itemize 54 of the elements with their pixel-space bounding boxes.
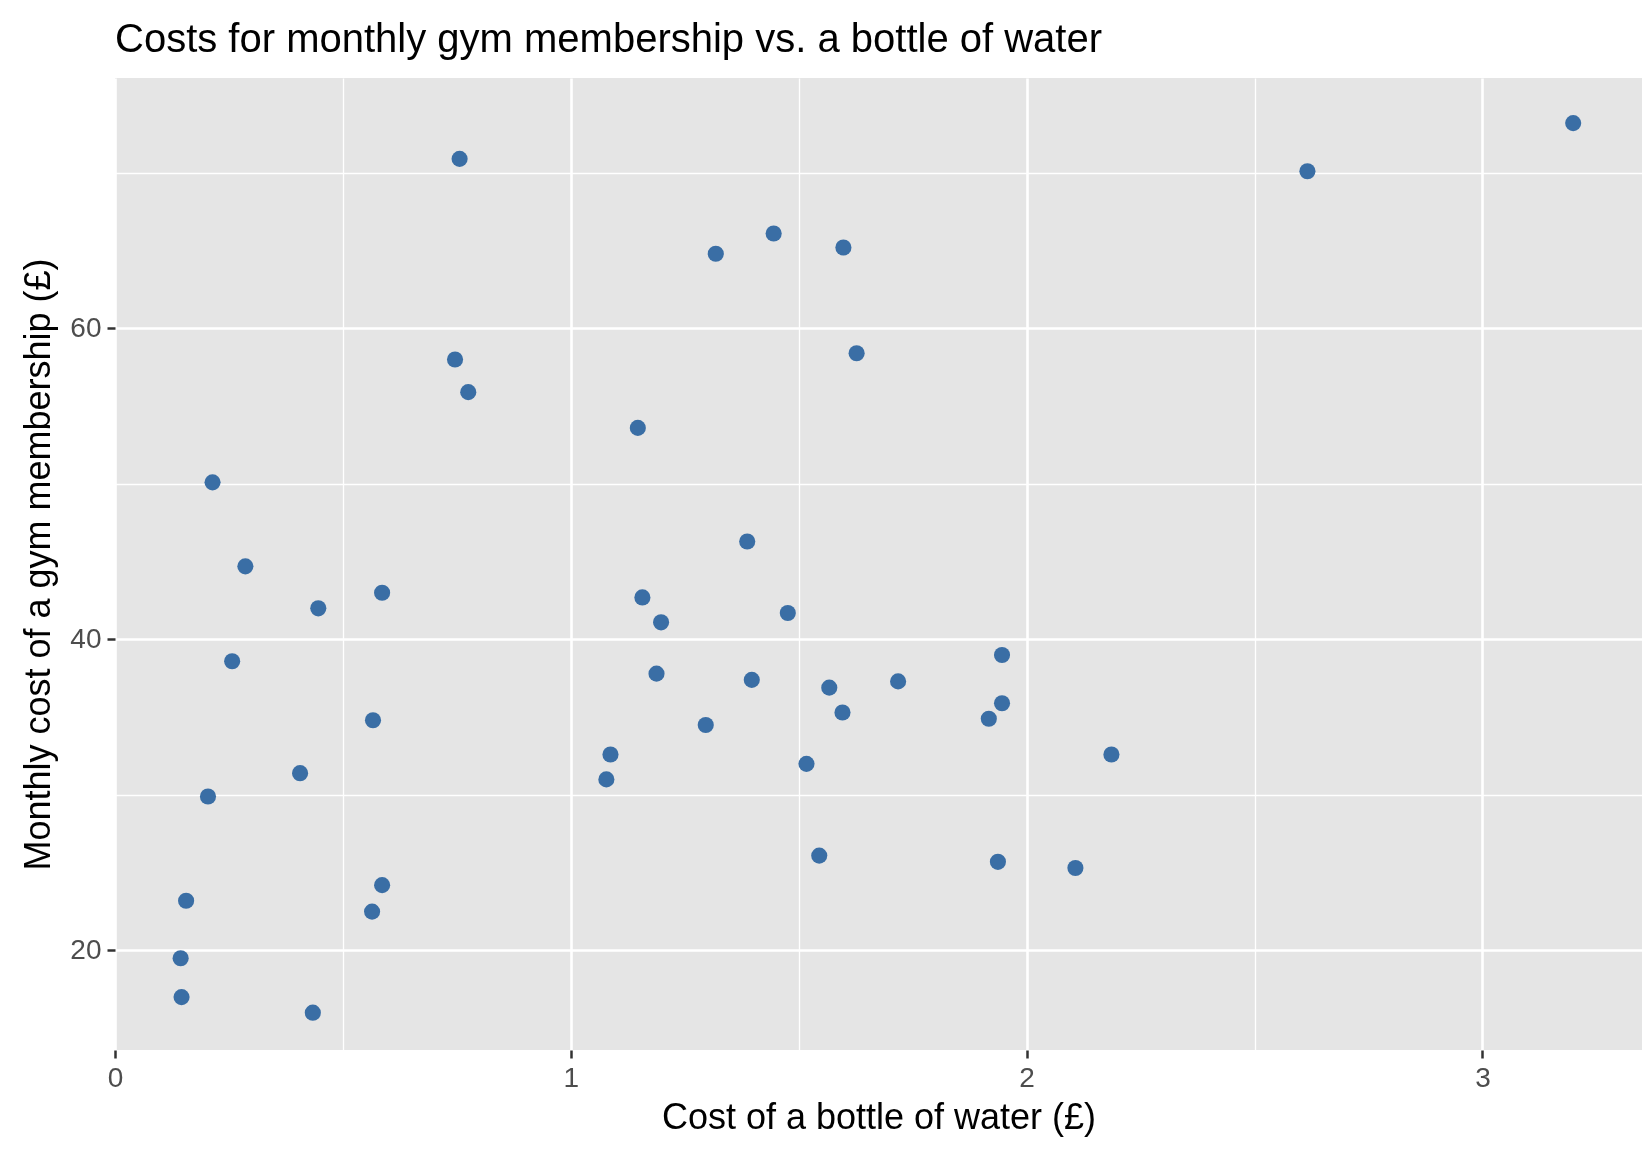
- point: [237, 558, 254, 575]
- point: [451, 150, 468, 167]
- point: [1565, 115, 1582, 132]
- point: [292, 765, 309, 782]
- point: [697, 716, 714, 734]
- point: [598, 771, 615, 788]
- y-tick-label: 20: [70, 933, 102, 965]
- point: [743, 671, 760, 688]
- point: [304, 1004, 321, 1021]
- point: [707, 245, 724, 262]
- point: [653, 614, 670, 631]
- point: [629, 419, 646, 436]
- point: [204, 474, 221, 491]
- point: [364, 903, 381, 920]
- point: [765, 225, 782, 242]
- point: [374, 877, 391, 894]
- point: [634, 589, 651, 606]
- point: [460, 384, 477, 401]
- point: [1103, 746, 1120, 763]
- point: [811, 847, 828, 864]
- point: [224, 653, 241, 670]
- point: [310, 600, 327, 617]
- point: [980, 710, 997, 727]
- point: [1299, 163, 1316, 180]
- point: [172, 950, 189, 967]
- point: [199, 788, 217, 805]
- x-tick-label: 3: [1475, 1061, 1491, 1093]
- point: [779, 604, 796, 622]
- point: [834, 704, 851, 721]
- point: [890, 673, 907, 690]
- y-tick-label: 60: [70, 311, 102, 343]
- x-tick-label: 2: [1019, 1061, 1035, 1093]
- point: [798, 755, 815, 772]
- point: [602, 746, 619, 763]
- point: [989, 853, 1006, 870]
- chart-title: Costs for monthly gym membership vs. a bottle of water: [115, 16, 1103, 60]
- point: [821, 679, 838, 696]
- point: [648, 665, 665, 682]
- point: [178, 892, 195, 909]
- point: [993, 646, 1011, 664]
- point: [446, 351, 464, 368]
- point: [835, 239, 852, 256]
- point: [1067, 860, 1084, 877]
- x-axis-title: Cost of a bottle of water (£): [661, 1095, 1097, 1137]
- point: [173, 989, 190, 1006]
- point: [848, 345, 865, 362]
- y-tick-label: 40: [70, 622, 102, 654]
- point: [739, 533, 756, 550]
- point: [364, 712, 382, 729]
- y-axis-title: Monthly cost of a gym membership (£): [17, 258, 59, 871]
- x-tick-label: 1: [563, 1061, 580, 1093]
- point: [993, 695, 1011, 712]
- x-tick-label: 0: [107, 1061, 124, 1093]
- point: [374, 584, 391, 601]
